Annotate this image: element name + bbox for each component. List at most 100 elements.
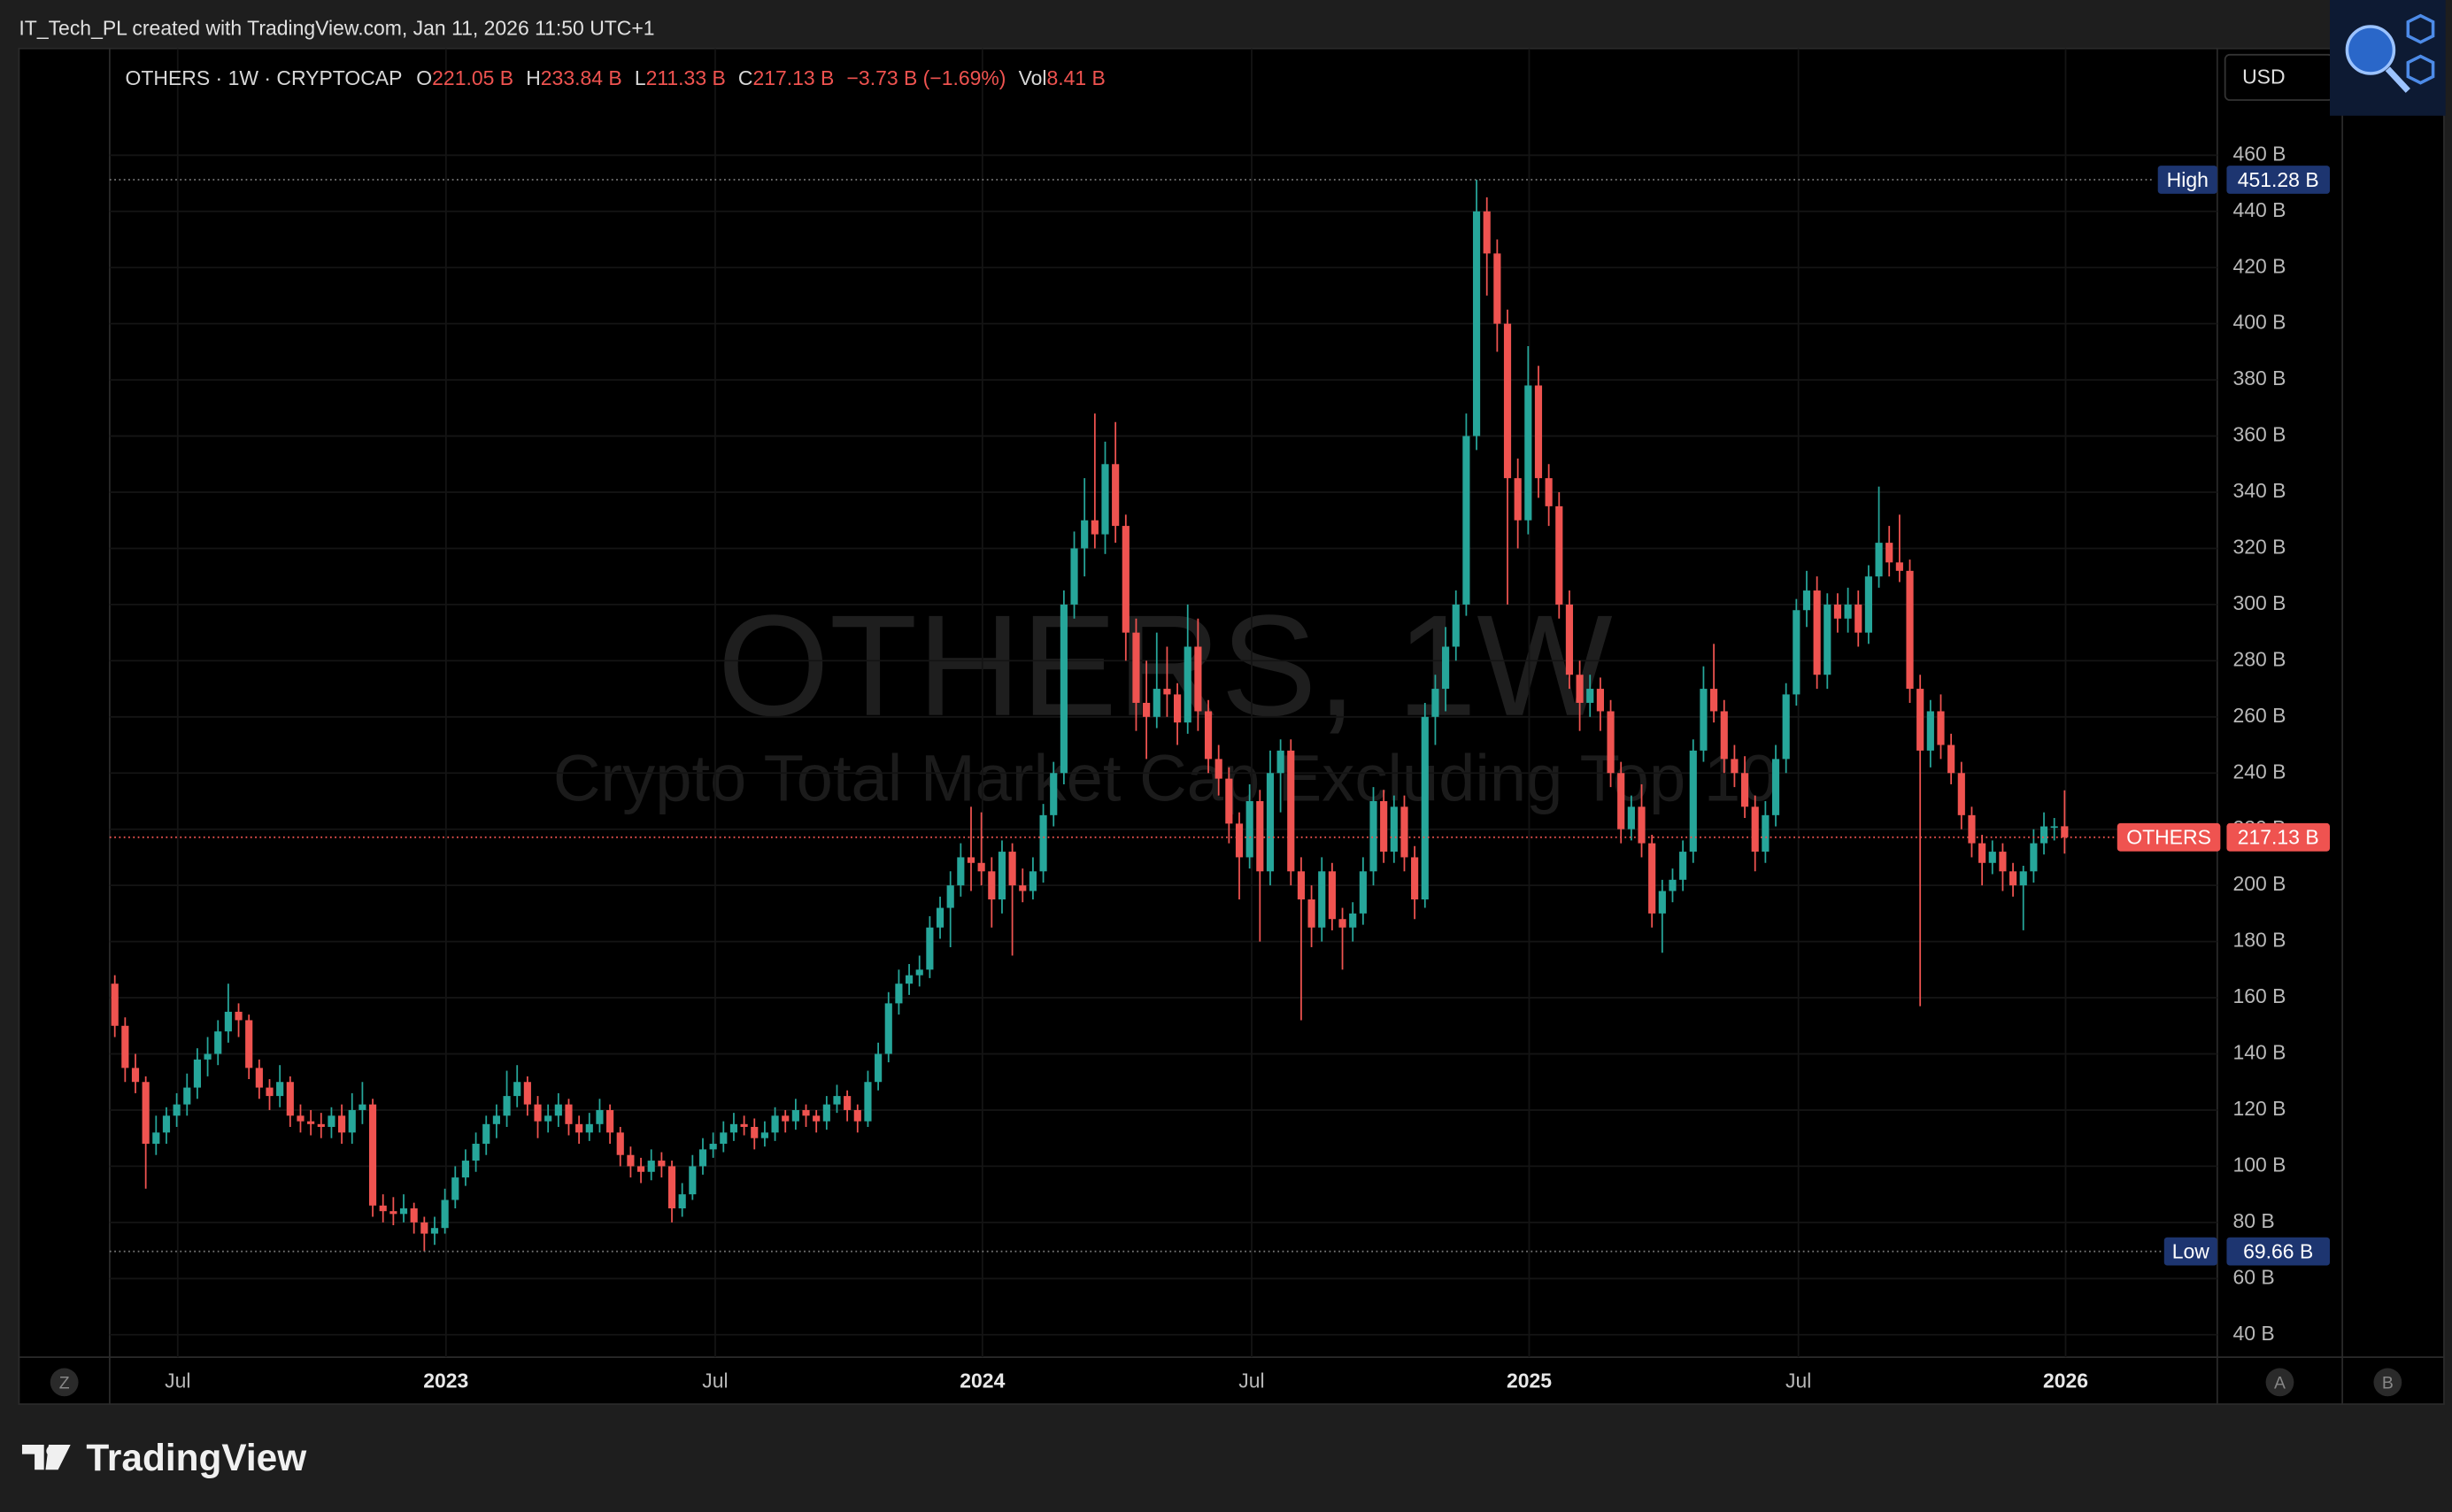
grid bbox=[109, 48, 2217, 1358]
candle-body bbox=[1658, 891, 1666, 914]
candle-body bbox=[771, 1115, 779, 1133]
candle-body bbox=[111, 984, 119, 1026]
candle-body bbox=[822, 1104, 830, 1122]
y-tick-label: 440 B bbox=[2232, 198, 2286, 221]
candle-body bbox=[1813, 590, 1821, 675]
candle-body bbox=[967, 857, 975, 863]
candle-body bbox=[286, 1082, 294, 1116]
brand-mark-dot bbox=[46, 1445, 58, 1457]
y-tick-label: 80 B bbox=[2232, 1209, 2274, 1232]
candle-body bbox=[534, 1104, 542, 1122]
candle-body bbox=[266, 1087, 274, 1097]
candle-body bbox=[1442, 646, 1450, 690]
legend-key: H bbox=[526, 66, 541, 89]
candle-body bbox=[224, 1011, 232, 1032]
candle-body bbox=[1307, 899, 1315, 928]
candle-body bbox=[1349, 913, 1357, 928]
candle-body bbox=[1050, 773, 1058, 815]
candle-body bbox=[348, 1109, 356, 1133]
low-value-box bbox=[2226, 1237, 2330, 1266]
candle-body bbox=[689, 1166, 697, 1195]
candle-body bbox=[1225, 778, 1233, 824]
candle-body bbox=[235, 1011, 243, 1021]
candle-body bbox=[142, 1082, 150, 1145]
candle-body bbox=[875, 1053, 883, 1083]
candle-body bbox=[410, 1207, 418, 1223]
y-tick-label: 60 B bbox=[2232, 1265, 2274, 1288]
legend-key: O bbox=[416, 66, 432, 89]
low-label: Low bbox=[2172, 1239, 2210, 1262]
candle-body bbox=[1297, 871, 1306, 900]
candle-body bbox=[998, 852, 1006, 900]
axis-button[interactable] bbox=[2265, 1368, 2294, 1397]
candle-body bbox=[1947, 744, 1955, 774]
last-value-label: 217.13 B bbox=[2238, 826, 2319, 849]
x-tick-label: Jul bbox=[165, 1369, 190, 1392]
candle-body bbox=[926, 927, 934, 970]
candle-body bbox=[751, 1126, 759, 1138]
candle-body bbox=[977, 862, 985, 872]
y-tick-label: 420 B bbox=[2232, 254, 2286, 277]
candle-body bbox=[1844, 604, 1852, 619]
candle-body bbox=[647, 1161, 655, 1172]
y-tick-label: 320 B bbox=[2232, 536, 2286, 559]
legend-key: C bbox=[738, 66, 753, 89]
candle-body bbox=[1266, 773, 1275, 872]
candle-body bbox=[1174, 694, 1182, 723]
candle-body bbox=[214, 1031, 222, 1054]
logo-hex bbox=[2406, 13, 2435, 44]
candle-body bbox=[1565, 604, 1574, 675]
candle-body bbox=[399, 1207, 408, 1215]
watermark-title: OTHERS, 1W bbox=[718, 586, 1613, 746]
candle-body bbox=[245, 1020, 253, 1068]
candle-body bbox=[760, 1132, 768, 1138]
axis-button[interactable] bbox=[2373, 1368, 2402, 1397]
y-tick-label: 280 B bbox=[2232, 647, 2286, 670]
candle-body bbox=[359, 1104, 366, 1110]
candle-body bbox=[1596, 689, 1604, 712]
candle-body bbox=[1885, 543, 1893, 563]
candle-body bbox=[461, 1161, 470, 1178]
candle-body bbox=[720, 1132, 728, 1145]
candle-body bbox=[1751, 806, 1759, 852]
candle-body bbox=[152, 1132, 160, 1145]
candle-body bbox=[441, 1200, 449, 1229]
candle-body bbox=[503, 1096, 511, 1116]
candle-body bbox=[1875, 543, 1883, 577]
candle-body bbox=[627, 1154, 635, 1167]
candle-body bbox=[1802, 590, 1811, 611]
candle-body bbox=[492, 1115, 500, 1124]
legend: OTHERS · 1W · CRYPTOCAP O221.05 B H233.84 … bbox=[126, 66, 1106, 89]
candle-body bbox=[1256, 800, 1264, 872]
x-tick-label: 2024 bbox=[960, 1369, 1005, 1392]
candle-body bbox=[162, 1115, 171, 1133]
candle-body bbox=[1524, 385, 1532, 521]
candle-body bbox=[1957, 773, 1965, 815]
high-label: High bbox=[2167, 168, 2209, 191]
candle-body bbox=[1483, 211, 1491, 254]
axis-button[interactable] bbox=[50, 1368, 79, 1397]
chart-frame bbox=[18, 47, 2445, 1406]
corner-logo bbox=[2329, 0, 2446, 116]
candle-body bbox=[2009, 871, 2017, 886]
candle-body bbox=[1390, 806, 1398, 852]
candle-body bbox=[782, 1115, 790, 1122]
candle-body bbox=[297, 1115, 305, 1122]
candle-body bbox=[1503, 323, 1512, 479]
candle-body bbox=[1039, 814, 1047, 872]
brand-name: TradingView bbox=[86, 1437, 307, 1478]
candle-body bbox=[844, 1096, 852, 1110]
candle-body bbox=[1895, 562, 1903, 571]
candle-body bbox=[389, 1211, 397, 1215]
candle-body bbox=[709, 1144, 717, 1150]
candle-body bbox=[1008, 852, 1016, 886]
candle-body bbox=[1081, 520, 1089, 549]
candle-body bbox=[1916, 689, 1924, 751]
candle-body bbox=[193, 1059, 202, 1088]
candle-body bbox=[864, 1082, 872, 1122]
candle-body bbox=[1514, 478, 1522, 521]
x-tick-label: 2026 bbox=[2043, 1369, 2088, 1392]
candle-body bbox=[791, 1109, 799, 1122]
y-tick-label: 400 B bbox=[2232, 311, 2286, 334]
